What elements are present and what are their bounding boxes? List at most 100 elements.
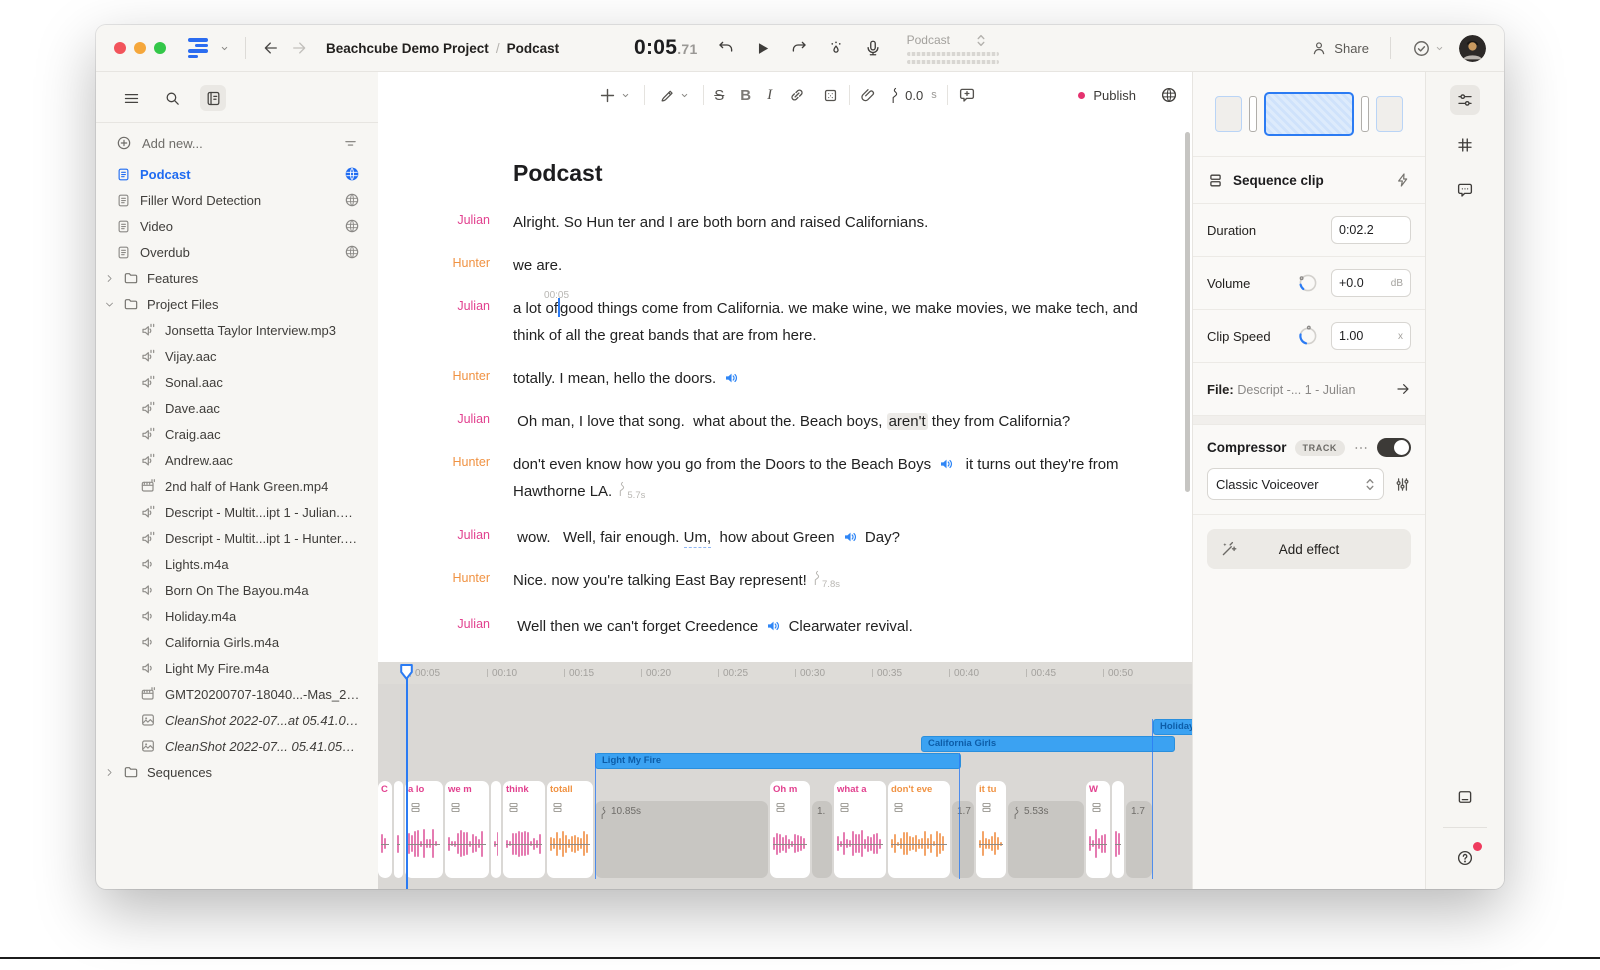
gap-duration-control[interactable]: 0.0 s xyxy=(891,87,937,103)
arrow-right-icon[interactable] xyxy=(1395,381,1411,397)
sidebar-folder-sequences[interactable]: Sequences xyxy=(96,759,378,785)
paragraph-text[interactable]: a lot of 00:05 good things come from Calif… xyxy=(513,290,1168,349)
paragraph-text[interactable]: Well then we can't forget Creedence Clea… xyxy=(513,618,913,635)
timeline-word-clip[interactable]: we m xyxy=(445,781,489,878)
timeline-ruler[interactable]: 00:05 00:10 00:15 00:20 00:25 00:30 00:35 00:40… xyxy=(378,662,1192,684)
strikethrough-button[interactable]: S xyxy=(714,86,725,104)
redo-icon[interactable] xyxy=(790,39,808,57)
chevron-down-icon[interactable] xyxy=(220,44,229,53)
timeline-word-clip[interactable]: totall xyxy=(547,781,593,878)
paragraph-text[interactable]: Nice. now you're talking East Bay repres… xyxy=(513,567,1168,597)
speaker-label[interactable]: Hunter xyxy=(452,571,490,585)
write-tool-button[interactable] xyxy=(655,87,693,104)
file-item-jonsetta-taylor-interview-mp3[interactable]: Jonsetta Taylor Interview.mp3 xyxy=(96,317,378,343)
speaker-label[interactable]: Hunter xyxy=(452,455,490,469)
file-item-gmt20200707-18040-mas-2560x14[interactable]: GMT20200707-18040...-Mas_2560x14 xyxy=(96,681,378,707)
breadcrumb-project[interactable]: Beachcube Demo Project xyxy=(326,40,489,56)
music-clip-holiday[interactable]: Holiday xyxy=(1153,719,1192,735)
back-button[interactable] xyxy=(262,39,280,57)
file-item-california-girls-m4a[interactable]: California Girls.m4a xyxy=(96,629,378,655)
chevron-right-icon[interactable] xyxy=(104,273,115,284)
timeline-gap-clip[interactable]: 5.53s xyxy=(1008,801,1084,878)
selected-clip[interactable] xyxy=(1264,92,1354,136)
music-clip-light-my-fire[interactable]: Light My Fire xyxy=(595,753,961,769)
volume-input[interactable]: +0.0 dB xyxy=(1331,269,1411,297)
add-effect-button[interactable]: Add effect xyxy=(1207,529,1411,569)
neighbor-clip[interactable] xyxy=(1376,96,1403,132)
italic-button[interactable]: I xyxy=(767,86,773,103)
timeline-word-clip[interactable]: think xyxy=(503,781,545,878)
add-comment-button[interactable] xyxy=(958,86,976,104)
comments-tab[interactable] xyxy=(1450,175,1480,205)
paragraph-text[interactable]: we are. xyxy=(513,257,563,274)
clip-handle[interactable] xyxy=(1361,96,1369,132)
avatar[interactable] xyxy=(1459,34,1486,62)
file-item-light-my-fire-m4a[interactable]: Light My Fire.m4a xyxy=(96,655,378,681)
forward-button[interactable] xyxy=(290,39,308,57)
zoom-button[interactable] xyxy=(154,42,166,54)
audio-speaker-icon[interactable] xyxy=(765,618,781,634)
search-icon[interactable] xyxy=(159,85,185,111)
timeline-word-clip[interactable]: a lo xyxy=(405,781,443,878)
speaker-label[interactable]: Julian xyxy=(457,528,490,542)
speaker-label[interactable]: Hunter xyxy=(452,256,490,270)
file-item-lights-m4a[interactable]: Lights.m4a xyxy=(96,551,378,577)
play-button[interactable] xyxy=(754,40,771,57)
properties-tab[interactable] xyxy=(1450,85,1480,115)
file-item-andrew-aac[interactable]: Andrew.aac xyxy=(96,447,378,473)
duration-input[interactable]: 0:02.2 xyxy=(1331,216,1411,244)
project-notebook-icon[interactable] xyxy=(200,85,226,111)
globe-icon[interactable] xyxy=(344,244,360,260)
file-item-2nd-half-of-hank-green-mp4[interactable]: 2nd half of Hank Green.mp4 xyxy=(96,473,378,499)
speaker-label[interactable]: Julian xyxy=(457,617,490,631)
highlight-button[interactable] xyxy=(822,87,839,104)
file-item-cleanshot-2022-07-05-41-05-2x-1-pn[interactable]: CleanShot 2022-07... 05.41.05@2x-1.pn xyxy=(96,733,378,759)
record-mic-icon[interactable] xyxy=(864,39,882,57)
paragraph-text[interactable]: totally. I mean, hello the doors. xyxy=(513,365,1168,392)
clip-speed-knob[interactable] xyxy=(1297,325,1319,347)
speaker-label[interactable]: Julian xyxy=(457,213,490,227)
mixer-icon[interactable] xyxy=(1394,476,1411,493)
ai-actions-icon[interactable] xyxy=(827,39,845,57)
filler-word[interactable]: Um, xyxy=(683,529,712,548)
audio-speaker-icon[interactable] xyxy=(842,529,858,545)
timeline-word-clip[interactable]: W xyxy=(1086,781,1110,878)
preset-select[interactable]: Classic Voiceover xyxy=(1207,468,1384,500)
timeline-gap-clip[interactable]: 1.7 xyxy=(1126,801,1152,878)
paragraph-text[interactable]: Oh man, I love that song. what about the… xyxy=(513,413,1071,430)
playhead[interactable] xyxy=(400,664,413,889)
file-item-descript-multit-ipt-1-hunter-wav[interactable]: Descript - Multit...ipt 1 - Hunter.wav xyxy=(96,525,378,551)
playhead-pin[interactable] xyxy=(400,664,413,680)
document-title[interactable]: Podcast xyxy=(513,160,603,186)
timeline[interactable]: 00:05 00:10 00:15 00:20 00:25 00:30 00:35 00:40… xyxy=(378,662,1192,889)
stepper-icon[interactable] xyxy=(976,33,986,48)
timeline-word-clip[interactable]: Oh m xyxy=(770,781,810,878)
file-item-sonal-aac[interactable]: Sonal.aac xyxy=(96,369,378,395)
link-button[interactable] xyxy=(788,86,806,104)
timeline-word-clip[interactable] xyxy=(491,781,501,878)
timeline-word-clip[interactable]: don't eve xyxy=(888,781,950,878)
transcript-editor[interactable]: Podcast Julian Alright. So Hun ter and I … xyxy=(378,118,1192,662)
insert-button[interactable] xyxy=(594,86,634,105)
undo-icon[interactable] xyxy=(717,39,735,57)
clip-handle[interactable] xyxy=(1249,96,1257,132)
music-clip-california-girls[interactable]: California Girls xyxy=(921,736,1175,752)
gap-marker[interactable]: 7.8s xyxy=(813,570,840,597)
audio-speaker-icon[interactable] xyxy=(938,456,954,472)
timeline-word-clip[interactable] xyxy=(1112,781,1124,878)
paragraph-text[interactable]: wow. Well, fair enough. Um, how about Gr… xyxy=(513,529,900,548)
file-item-born-on-the-bayou-m4a[interactable]: Born On The Bayou.m4a xyxy=(96,577,378,603)
sidebar-folder-project-files[interactable]: Project Files xyxy=(96,291,378,317)
file-item-vijay-aac[interactable]: Vijay.aac xyxy=(96,343,378,369)
audio-speaker-icon[interactable] xyxy=(723,370,739,386)
sidebar-folder-features[interactable]: Features xyxy=(96,265,378,291)
bold-button[interactable]: B xyxy=(740,86,752,104)
breadcrumb-document[interactable]: Podcast xyxy=(506,40,560,56)
filter-icon[interactable] xyxy=(343,136,358,151)
recorder-selector[interactable]: Podcast xyxy=(906,33,999,64)
sidebar-item-podcast[interactable]: Podcast xyxy=(96,161,378,187)
speaker-label[interactable]: Julian xyxy=(457,412,490,426)
file-item-dave-aac[interactable]: Dave.aac xyxy=(96,395,378,421)
sidebar-item-overdub[interactable]: Overdub xyxy=(96,239,378,265)
globe-icon[interactable] xyxy=(344,192,360,208)
